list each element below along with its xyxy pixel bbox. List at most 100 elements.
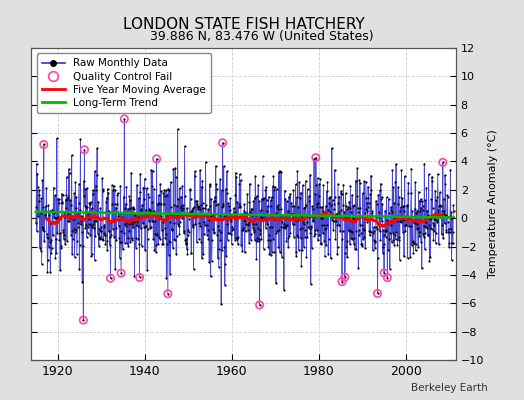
Point [367, 172, 375, 179]
Point [250, 228, 258, 235]
Point [113, 201, 121, 207]
Point [258, 196, 267, 202]
Point [74, 219, 82, 226]
Point [255, 302, 264, 308]
Point [443, 192, 451, 198]
Point [267, 252, 275, 258]
Point [245, 240, 253, 246]
Point [158, 241, 167, 247]
Point [413, 208, 421, 214]
Point [345, 205, 354, 212]
Point [94, 198, 102, 205]
Point [148, 199, 157, 206]
Point [411, 220, 419, 226]
Point [277, 168, 285, 175]
Point [127, 218, 135, 225]
Point [143, 266, 151, 273]
Point [62, 205, 70, 212]
Point [405, 223, 413, 229]
Point [408, 242, 416, 248]
Point [136, 170, 145, 177]
Point [437, 211, 445, 218]
Point [338, 278, 346, 285]
Point [440, 208, 449, 214]
Point [79, 317, 88, 323]
Point [73, 238, 81, 244]
Point [140, 175, 149, 182]
Point [379, 227, 388, 233]
Point [381, 234, 390, 240]
Point [427, 196, 435, 203]
Point [191, 220, 200, 227]
Point [102, 199, 111, 205]
Point [296, 215, 304, 221]
Point [220, 243, 228, 250]
Point [173, 126, 182, 132]
Point [88, 205, 96, 212]
Point [158, 227, 166, 234]
Point [302, 254, 311, 260]
Point [322, 242, 330, 248]
Point [116, 228, 125, 234]
Point [188, 208, 196, 215]
Point [271, 216, 279, 222]
Point [117, 210, 126, 216]
Point [219, 201, 227, 208]
Point [178, 207, 186, 213]
Point [144, 191, 152, 198]
Point [385, 196, 393, 202]
Point [261, 216, 269, 222]
Point [302, 202, 310, 208]
Point [299, 221, 308, 227]
Point [80, 146, 89, 153]
Point [135, 241, 144, 248]
Point [400, 253, 408, 260]
Point [80, 146, 89, 153]
Point [274, 206, 282, 212]
Point [40, 141, 48, 148]
Point [297, 189, 305, 196]
Point [174, 223, 183, 230]
Point [354, 265, 363, 272]
Point [198, 183, 206, 190]
Point [446, 166, 455, 173]
Point [243, 191, 252, 198]
Point [119, 194, 128, 200]
Point [358, 190, 367, 197]
Point [351, 246, 359, 252]
Point [49, 208, 58, 214]
Point [315, 181, 323, 187]
Point [391, 179, 399, 185]
Point [49, 232, 57, 238]
Point [328, 145, 336, 152]
Point [386, 222, 395, 229]
Point [337, 191, 346, 197]
Point [320, 222, 328, 228]
Point [257, 207, 265, 213]
Point [347, 228, 356, 234]
Point [99, 188, 107, 194]
Point [172, 232, 181, 239]
Point [66, 170, 74, 176]
Point [221, 282, 229, 288]
Point [50, 215, 59, 222]
Point [351, 216, 359, 223]
Point [405, 215, 413, 222]
Point [194, 204, 203, 210]
Point [214, 264, 223, 270]
Point [96, 228, 105, 234]
Point [135, 195, 143, 201]
Point [141, 223, 150, 229]
Point [350, 202, 358, 208]
Point [368, 247, 377, 253]
Point [118, 215, 126, 221]
Point [320, 238, 329, 244]
Point [181, 240, 190, 247]
Point [434, 240, 443, 247]
Point [370, 236, 378, 243]
Point [39, 227, 47, 234]
Point [179, 210, 188, 217]
Point [309, 217, 318, 224]
Point [319, 230, 327, 237]
Point [283, 222, 291, 228]
